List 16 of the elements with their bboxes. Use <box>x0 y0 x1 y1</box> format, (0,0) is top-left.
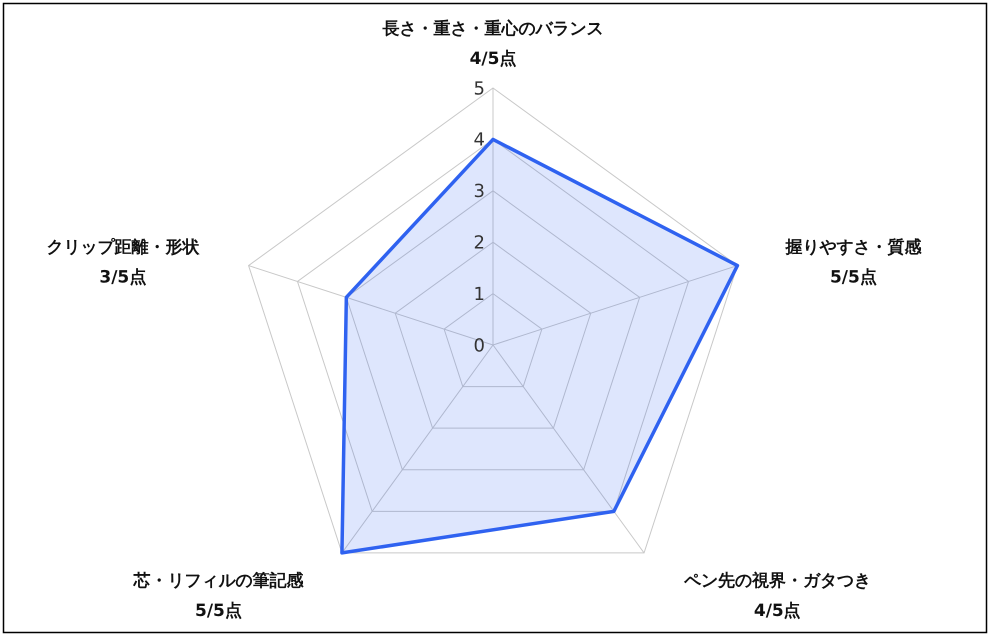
y-tick-label: 2 <box>474 232 485 254</box>
spoke-label: 握りやすさ・質感 <box>784 238 922 258</box>
text: 5/5点 <box>195 600 242 621</box>
text: 3/5点 <box>99 268 146 288</box>
text: 4/5点 <box>470 48 516 69</box>
y-tick-label: 4 <box>474 130 485 151</box>
text: 5/5点 <box>830 268 877 288</box>
spoke-label: 芯・リフィルの筆記感 <box>132 570 304 591</box>
y-tick-label: 5 <box>474 78 485 100</box>
y-tick-label: 1 <box>474 284 485 305</box>
text: 4/5点 <box>754 600 801 621</box>
spoke-label: ペン先の視界・ガタつき <box>682 570 871 591</box>
y-tick-label: 3 <box>474 181 485 202</box>
y-tick-label: 0 <box>474 335 485 356</box>
spoke-label: 長さ・重さ・重心のバランス <box>382 18 604 39</box>
spoke-label: クリップ距離・形状 <box>46 238 200 258</box>
